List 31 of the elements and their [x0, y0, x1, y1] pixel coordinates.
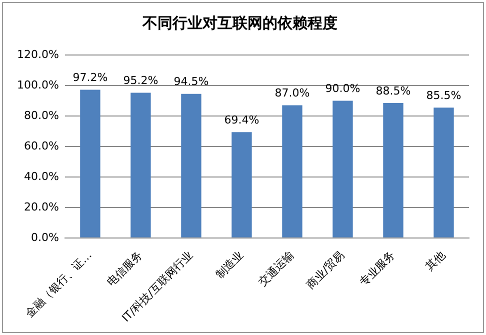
data-label: 85.5% — [426, 88, 462, 102]
y-tick-label: 0.0% — [30, 230, 59, 244]
data-label: 87.0% — [274, 86, 310, 100]
bar — [232, 132, 252, 238]
data-label: 90.0% — [325, 82, 360, 96]
x-tick-label: 商业/贸易 — [304, 248, 347, 292]
bar — [80, 90, 100, 238]
x-tick-label: 制造业 — [213, 248, 246, 282]
data-label: 88.5% — [376, 84, 411, 98]
y-tick-label: 60.0% — [24, 139, 59, 152]
y-tick-label: 100.0% — [16, 78, 59, 92]
bar — [181, 94, 202, 238]
x-tick-label: 交通运输 — [256, 248, 296, 289]
bar — [383, 103, 404, 238]
data-label: 94.5% — [174, 75, 209, 88]
data-label: 95.2% — [123, 74, 158, 88]
x-tick-label: 其他 — [423, 248, 448, 274]
data-label: 69.4% — [224, 113, 260, 126]
bar — [434, 108, 454, 238]
x-tick-label: 金融（银行、证… — [22, 248, 94, 320]
x-tick-label: 专业服务 — [357, 248, 398, 289]
y-tick-label: 20.0% — [24, 200, 59, 214]
data-label: 97.2% — [72, 71, 108, 84]
y-tick-label: 120.0% — [16, 48, 59, 61]
bar — [282, 105, 302, 238]
y-tick-label: 40.0% — [24, 170, 59, 183]
bar — [130, 92, 151, 238]
bar — [332, 100, 353, 238]
y-tick-label: 80.0% — [24, 108, 59, 122]
x-tick-label: 电信服务 — [104, 248, 145, 289]
chart-title: 不同行业对互联网的依赖程度 — [142, 14, 338, 32]
